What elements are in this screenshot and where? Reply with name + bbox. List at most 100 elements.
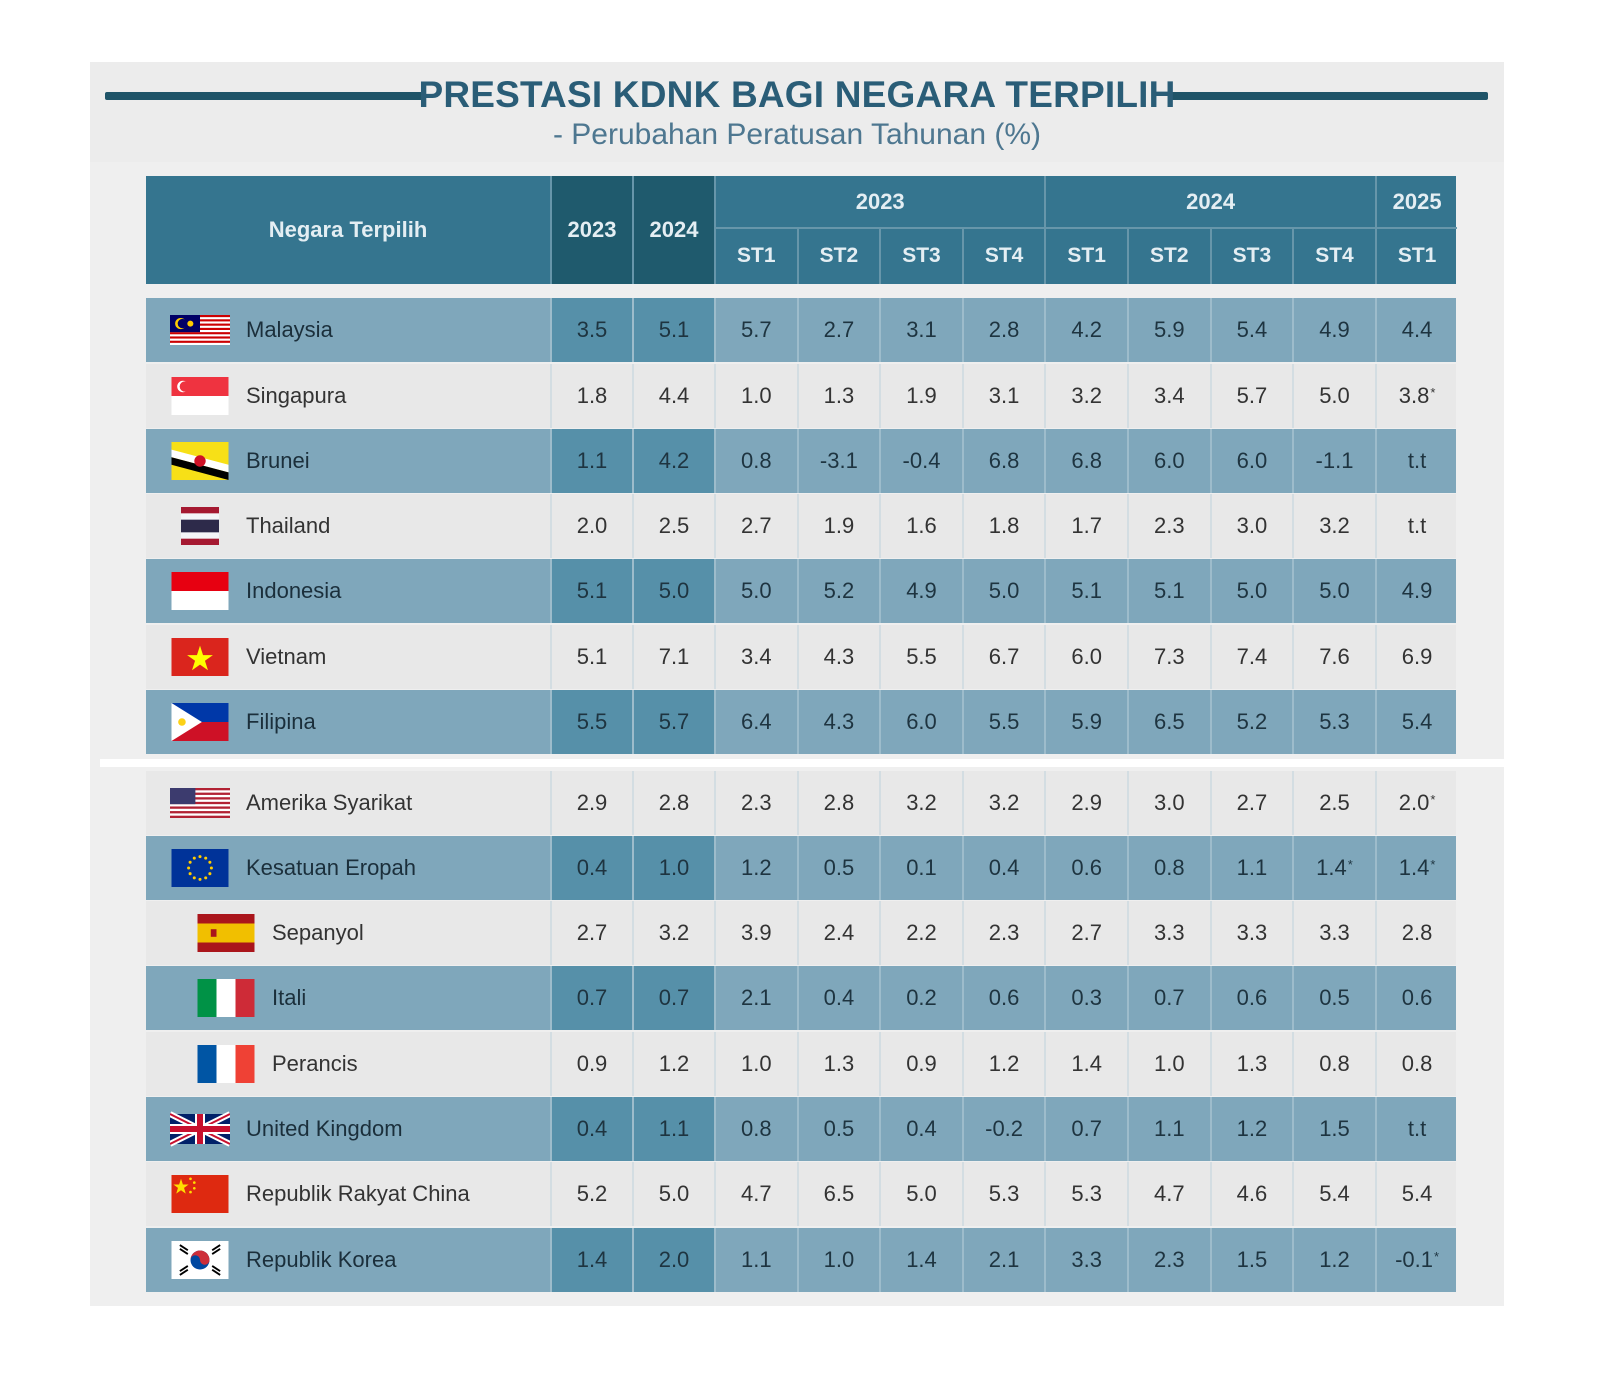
- korea-flag: [170, 1241, 230, 1279]
- value-cell: 5.3: [961, 1162, 1045, 1226]
- value-cell: 5.1: [1127, 559, 1210, 623]
- china-flag: [170, 1175, 230, 1213]
- vietnam-flag: [170, 638, 230, 676]
- value-cell: 6.0: [1209, 429, 1293, 493]
- value-cell: 1.0: [632, 836, 714, 900]
- value-cell: 0.5: [796, 836, 880, 900]
- value-cell: 1.6: [879, 494, 962, 558]
- value-cell: 2.7: [1209, 771, 1293, 835]
- value-cell: 1.1: [1209, 836, 1293, 900]
- value-cell: 1.5: [1209, 1228, 1293, 1292]
- value-cell: 0.8: [1127, 836, 1210, 900]
- value-cell: 2.2: [879, 901, 962, 965]
- value-cell: 0.8: [1374, 1032, 1458, 1096]
- header-divider: [714, 227, 1458, 229]
- spain-flag: [196, 914, 256, 952]
- italy-flag: [196, 979, 256, 1017]
- value-cell: 3.3: [1209, 901, 1293, 965]
- value-cell: 1.2: [1209, 1097, 1293, 1161]
- value-cell: 7.1: [632, 625, 714, 689]
- value-cell: -3.1: [796, 429, 880, 493]
- value-cell: -0.2: [961, 1097, 1045, 1161]
- value-cell: 0.7: [550, 966, 632, 1030]
- value-cell: 4.9: [879, 559, 962, 623]
- header-quarter-2024-ST2: ST2: [1127, 228, 1210, 284]
- value-cell: 5.0: [961, 559, 1045, 623]
- value-cell: 0.9: [550, 1032, 632, 1096]
- value-cell: 3.5: [550, 298, 632, 362]
- value-cell: 5.3: [1292, 690, 1375, 754]
- value-cell: 5.0: [1292, 559, 1375, 623]
- value-cell: 2.7: [1044, 901, 1127, 965]
- value-cell: 5.5: [961, 690, 1045, 754]
- value-cell: 2.0: [632, 1228, 714, 1292]
- value-cell: 3.2: [1044, 364, 1127, 428]
- header-quarter-2023-ST2: ST2: [796, 228, 880, 284]
- table-row: Singapura 1.8 4.4 1.0 1.3 1.9 3.1 3.2 3.4 5.7 5.0 3…: [146, 364, 1456, 428]
- value-cell: 1.4: [1044, 1032, 1127, 1096]
- value-cell: 5.4: [1374, 690, 1458, 754]
- table-row: Brunei 1.1 4.2 0.8 -3.1 -0.4 6.8 6.8 6.0 6.0 -1.1 t…: [146, 429, 1456, 493]
- value-cell: 6.0: [1127, 429, 1210, 493]
- country-name: Singapura: [246, 383, 347, 408]
- value-cell: 3.3: [1292, 901, 1375, 965]
- thailand-flag: [170, 507, 230, 545]
- value-cell: 6.8: [1044, 429, 1127, 493]
- value-cell: 0.4: [961, 836, 1045, 900]
- table-row: Filipina 5.5 5.7 6.4 4.3 6.0 5.5 5.9 6.5 5.2 5.3 5.…: [146, 690, 1456, 754]
- section-divider: [100, 759, 1504, 767]
- value-cell: 6.7: [961, 625, 1045, 689]
- value-cell: 5.0: [632, 559, 714, 623]
- value-cell: 3.0: [1127, 771, 1210, 835]
- value-cell: 2.0 *: [1374, 771, 1458, 835]
- indonesia-flag: [170, 572, 230, 610]
- value-cell: 5.0: [879, 1162, 962, 1226]
- country-name: Brunei: [246, 448, 310, 473]
- eu-flag: [170, 849, 230, 887]
- country-name: Republik Korea: [246, 1247, 397, 1272]
- value-cell: 5.0: [632, 1162, 714, 1226]
- table-header: Negara Terpilih 2023 2024 2023 ST1 ST2 ST3 ST4 2…: [146, 176, 1458, 284]
- value-cell: t.t: [1374, 429, 1458, 493]
- value-cell: 0.5: [1292, 966, 1375, 1030]
- value-cell: 2.3: [1127, 494, 1210, 558]
- uk-flag: [170, 1110, 230, 1148]
- value-cell: 6.0: [1044, 625, 1127, 689]
- country-name: Vietnam: [246, 644, 327, 669]
- value-cell: 3.3: [1044, 1228, 1127, 1292]
- value-cell: 4.9: [1374, 559, 1458, 623]
- country-name: Sepanyol: [272, 920, 364, 945]
- value-cell: 7.3: [1127, 625, 1210, 689]
- value-cell: 0.8: [714, 429, 797, 493]
- value-cell: -0.1 *: [1374, 1228, 1458, 1292]
- country-name: Indonesia: [246, 578, 342, 603]
- value-cell: 6.5: [1127, 690, 1210, 754]
- value-cell: 2.1: [714, 966, 797, 1030]
- value-cell: 0.4: [550, 1097, 632, 1161]
- value-cell: 6.0: [879, 690, 962, 754]
- header-year-2025: 2025: [1374, 176, 1458, 228]
- table-row: Kesatuan Eropah 0.4 1.0 1.2 0.5 0.1 0.4 0.6 0.8 1…: [146, 836, 1456, 900]
- value-cell: 1.0: [714, 1032, 797, 1096]
- table-row: Sepanyol 2.7 3.2 3.9 2.4 2.2 2.3 2.7 3.3 3.3 3.3 2.…: [146, 901, 1456, 965]
- value-cell: 2.9: [550, 771, 632, 835]
- value-cell: 5.4: [1209, 298, 1293, 362]
- country-name: Kesatuan Eropah: [246, 855, 417, 880]
- value-cell: 0.7: [632, 966, 714, 1030]
- table-subtitle: - Perubahan Peratusan Tahunan (%): [552, 118, 1042, 151]
- value-cell: 1.9: [879, 364, 962, 428]
- value-cell: 1.4: [550, 1228, 632, 1292]
- value-cell: -0.4: [879, 429, 962, 493]
- value-cell: 0.5: [796, 1097, 880, 1161]
- value-cell: 0.4: [796, 966, 880, 1030]
- value-cell: 1.1: [632, 1097, 714, 1161]
- header-quarter-2024-ST1: ST1: [1044, 228, 1127, 284]
- table-row: Thailand 2.0 2.5 2.7 1.9 1.6 1.8 1.7 2.3 3.0 3.2 t.…: [146, 494, 1456, 558]
- country-name: United Kingdom: [246, 1116, 403, 1141]
- value-cell: 1.9: [796, 494, 880, 558]
- value-cell: 2.0: [550, 494, 632, 558]
- value-cell: 3.4: [714, 625, 797, 689]
- value-cell: 2.8: [961, 298, 1045, 362]
- value-cell: 1.8: [961, 494, 1045, 558]
- value-cell: 5.1: [632, 298, 714, 362]
